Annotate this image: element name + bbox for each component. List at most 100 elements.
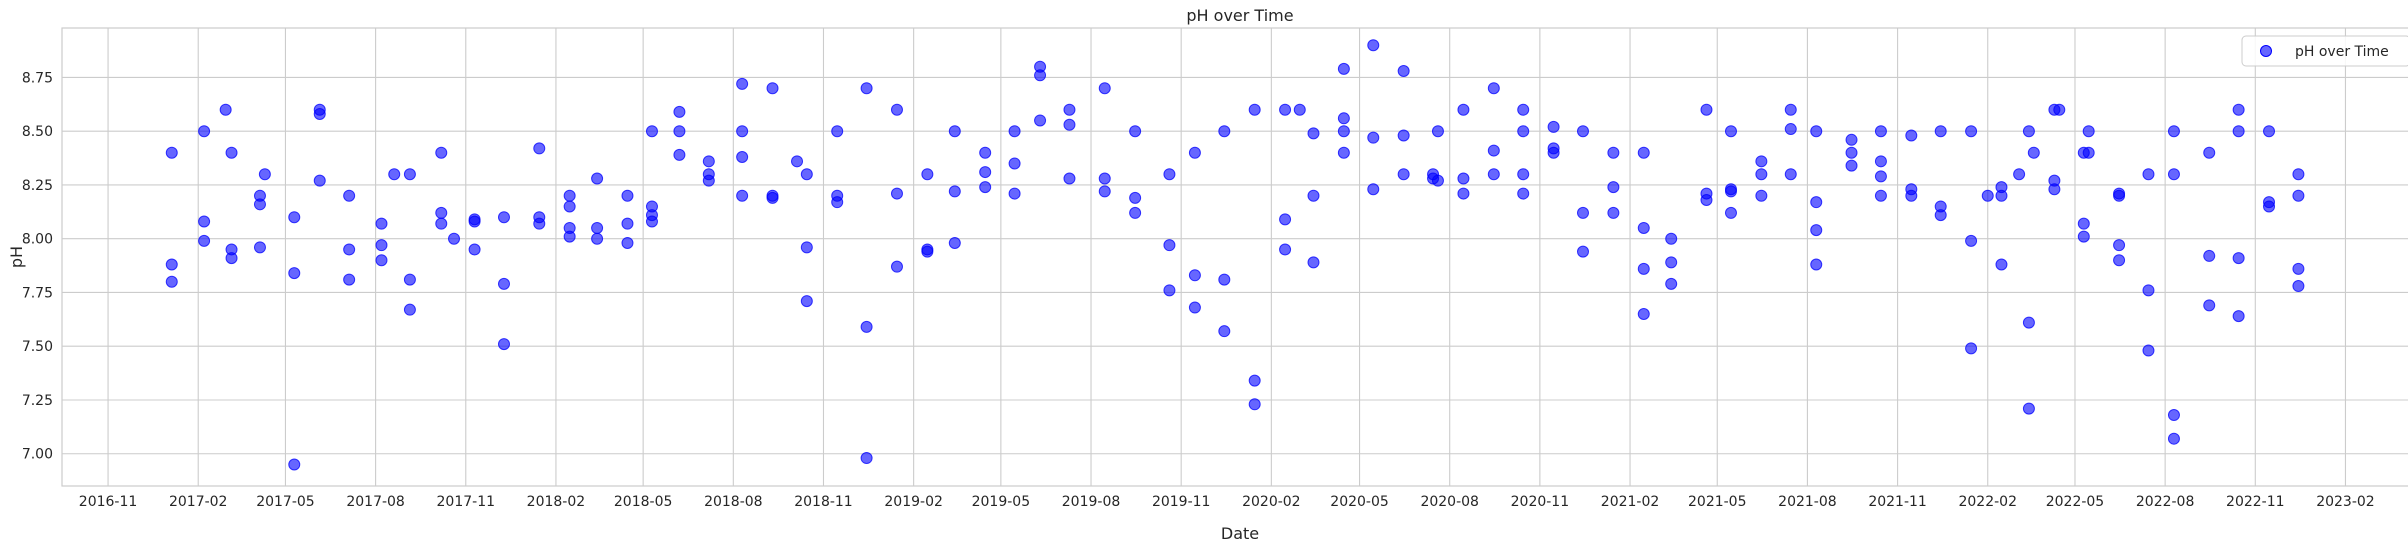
data-point (1996, 259, 2007, 270)
data-point (199, 126, 210, 137)
data-point (1308, 128, 1319, 139)
data-point (166, 276, 177, 287)
data-point (2114, 240, 2125, 251)
data-point (498, 339, 509, 350)
data-point (2023, 317, 2034, 328)
data-point (1577, 246, 1588, 257)
data-point (1164, 169, 1175, 180)
data-point (1756, 156, 1767, 167)
data-point (767, 83, 778, 94)
data-point (1982, 190, 1993, 201)
data-point (861, 321, 872, 332)
data-point (449, 233, 460, 244)
data-point (1249, 375, 1260, 386)
data-point (1756, 190, 1767, 201)
data-point (1488, 145, 1499, 156)
data-point (1130, 207, 1141, 218)
x-tick-label: 2018-05 (614, 494, 673, 510)
data-point (289, 268, 300, 279)
data-point (1189, 147, 1200, 158)
legend-marker (2261, 46, 2272, 57)
data-point (1875, 171, 1886, 182)
data-point (1906, 130, 1917, 141)
data-point (1064, 173, 1075, 184)
data-point (1099, 186, 1110, 197)
data-point (1846, 160, 1857, 171)
data-point (1811, 126, 1822, 137)
data-point (1280, 104, 1291, 115)
data-point (1846, 147, 1857, 158)
data-point (622, 218, 633, 229)
data-point (2049, 184, 2060, 195)
data-point (1725, 126, 1736, 137)
data-point (646, 126, 657, 137)
data-point (1577, 126, 1588, 137)
data-point (2168, 126, 2179, 137)
data-point (832, 126, 843, 137)
data-point (767, 192, 778, 203)
data-point (469, 244, 480, 255)
data-point (1398, 66, 1409, 77)
data-point (1548, 121, 1559, 132)
data-point (1009, 126, 1020, 137)
data-point (436, 207, 447, 218)
data-point (1875, 190, 1886, 201)
x-tick-label: 2017-08 (346, 494, 405, 510)
data-point (674, 149, 685, 160)
data-point (922, 169, 933, 180)
data-point (891, 188, 902, 199)
data-point (861, 453, 872, 464)
x-tick-label: 2020-02 (1242, 494, 1301, 510)
data-point (1368, 40, 1379, 51)
data-point (2293, 263, 2304, 274)
data-point (1701, 195, 1712, 206)
data-point (2233, 253, 2244, 264)
data-point (1811, 197, 1822, 208)
x-tick-label: 2021-02 (1601, 494, 1660, 510)
data-point (2083, 147, 2094, 158)
data-point (1966, 235, 1977, 246)
data-point (922, 246, 933, 257)
data-point (2014, 169, 2025, 180)
data-point (2233, 126, 2244, 137)
x-tick-label: 2016-11 (79, 494, 138, 510)
data-point (1099, 83, 1110, 94)
data-point (564, 231, 575, 242)
data-point (1666, 278, 1677, 289)
legend-entry: pH over Time (2295, 44, 2389, 60)
x-tick-label: 2018-08 (704, 494, 763, 510)
data-point (534, 143, 545, 154)
data-point (2054, 104, 2065, 115)
data-point (1638, 222, 1649, 233)
y-axis-label: pH (7, 246, 26, 268)
x-tick-label: 2022-11 (2226, 494, 2285, 510)
data-point (646, 216, 657, 227)
x-tick-label: 2022-05 (2046, 494, 2105, 510)
data-point (1009, 188, 1020, 199)
x-tick-label: 2021-05 (1688, 494, 1747, 510)
data-point (564, 201, 575, 212)
x-tick-label: 2019-11 (1152, 494, 1211, 510)
x-axis-label: Date (1221, 524, 1259, 543)
data-point (199, 216, 210, 227)
x-tick-label: 2018-02 (527, 494, 586, 510)
data-point (1638, 308, 1649, 319)
data-point (2168, 410, 2179, 421)
data-point (980, 182, 991, 193)
x-tick-label: 2021-08 (1778, 494, 1837, 510)
data-point (792, 156, 803, 167)
x-tick-label: 2021-11 (1868, 494, 1927, 510)
y-tick-label: 7.00 (22, 447, 53, 463)
data-point (1398, 169, 1409, 180)
data-point (949, 238, 960, 249)
data-point (2293, 281, 2304, 292)
data-point (259, 169, 270, 180)
data-point (1608, 147, 1619, 158)
data-point (2293, 169, 2304, 180)
data-point (1294, 104, 1305, 115)
data-point (2233, 311, 2244, 322)
data-point (1009, 158, 1020, 169)
data-point (1249, 399, 1260, 410)
data-point (1638, 147, 1649, 158)
data-point (737, 126, 748, 137)
